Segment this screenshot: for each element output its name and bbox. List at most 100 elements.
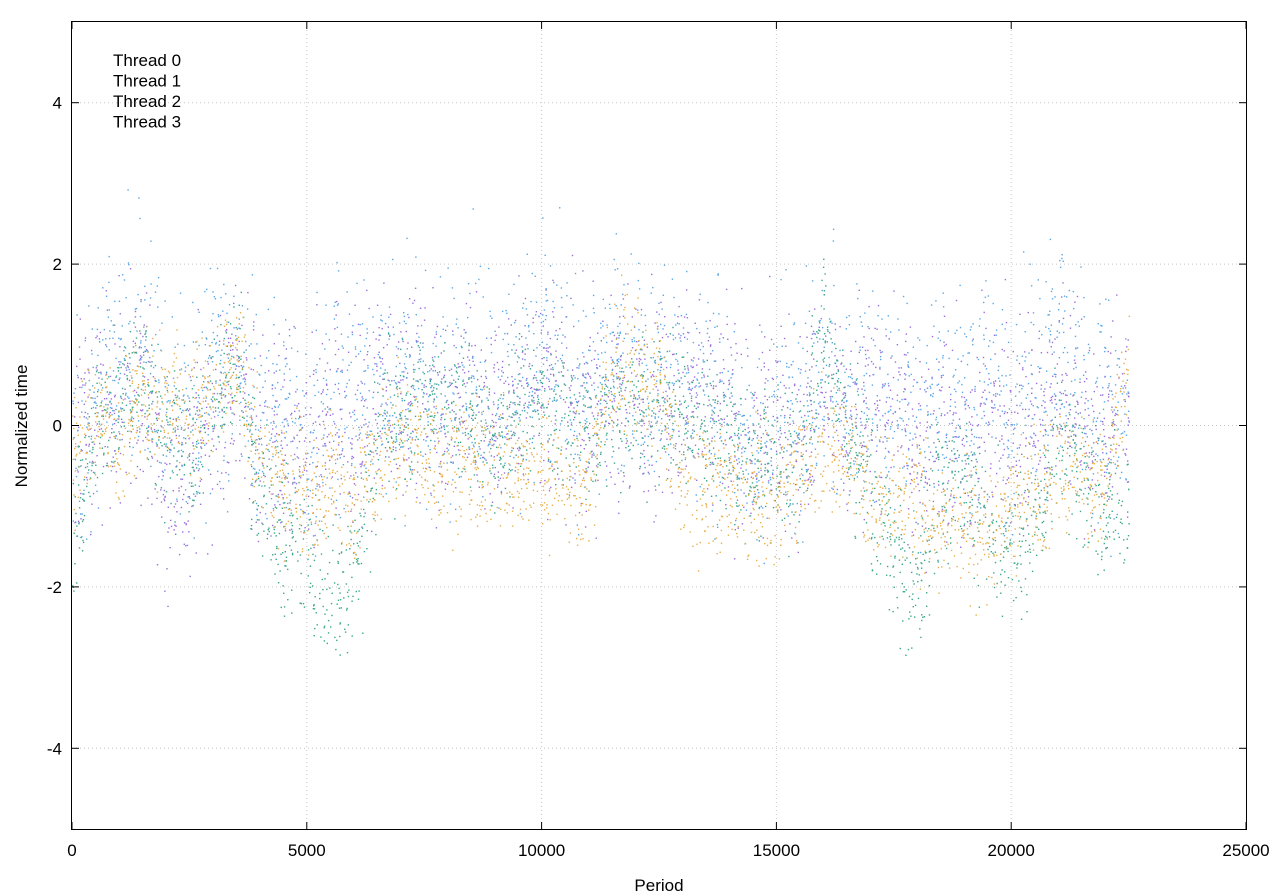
data-point	[472, 414, 474, 416]
data-point	[811, 333, 814, 335]
data-point	[585, 373, 587, 375]
data-point	[322, 391, 324, 393]
data-point	[609, 471, 611, 474]
data-point	[368, 421, 370, 423]
data-point	[654, 362, 657, 364]
data-point	[80, 492, 82, 495]
data-point	[214, 298, 217, 300]
data-point	[568, 406, 570, 409]
data-point	[785, 494, 787, 496]
data-point	[726, 315, 728, 318]
data-point	[469, 306, 472, 309]
data-point	[1015, 460, 1017, 462]
data-point	[121, 421, 123, 423]
data-point	[524, 325, 526, 327]
data-point	[577, 378, 579, 380]
data-point	[1048, 328, 1050, 330]
data-point	[888, 396, 891, 399]
data-point	[252, 409, 255, 411]
data-point	[1117, 357, 1119, 360]
data-point	[680, 315, 683, 317]
data-point	[653, 521, 655, 523]
data-point	[313, 546, 315, 549]
data-point	[797, 551, 799, 554]
data-point	[335, 499, 338, 501]
data-point	[211, 488, 214, 490]
data-point	[519, 419, 521, 421]
data-point	[94, 401, 96, 403]
data-point	[468, 349, 470, 351]
data-point	[1045, 281, 1047, 283]
data-point	[617, 468, 619, 470]
data-point	[912, 415, 914, 417]
data-point	[251, 274, 254, 276]
data-point	[620, 422, 623, 424]
data-point	[1110, 352, 1112, 354]
data-point	[160, 462, 162, 464]
data-point	[316, 304, 318, 306]
data-point	[392, 446, 395, 448]
data-point	[824, 407, 827, 409]
data-point	[947, 480, 950, 482]
data-point	[172, 377, 175, 379]
data-point	[926, 426, 928, 429]
data-point	[820, 305, 823, 307]
data-point	[420, 324, 423, 327]
data-point	[121, 438, 123, 441]
data-point	[754, 495, 757, 498]
data-point	[197, 469, 200, 472]
data-point	[1061, 254, 1063, 256]
data-point	[832, 373, 835, 375]
data-point	[592, 307, 595, 310]
data-point	[823, 441, 825, 443]
data-point	[158, 475, 160, 478]
data-point	[412, 431, 414, 433]
data-point	[854, 381, 856, 383]
data-point	[524, 359, 526, 361]
data-point	[1030, 425, 1032, 427]
data-point	[805, 469, 808, 471]
data-point	[406, 237, 408, 240]
data-point	[234, 368, 237, 370]
data-point	[405, 322, 407, 325]
data-point	[562, 334, 564, 336]
data-point	[1001, 348, 1003, 351]
data-point	[245, 349, 247, 351]
data-point	[119, 338, 122, 341]
data-point	[965, 475, 967, 478]
data-point	[471, 357, 474, 359]
data-point	[1123, 399, 1125, 401]
data-point	[734, 456, 736, 458]
data-point	[516, 361, 519, 363]
data-point	[196, 407, 198, 409]
data-point	[500, 491, 503, 494]
data-point	[782, 405, 784, 408]
data-point	[1065, 401, 1068, 403]
data-point	[130, 419, 133, 422]
data-point	[136, 442, 138, 444]
data-point	[217, 314, 220, 316]
data-point	[330, 398, 332, 400]
data-point	[139, 355, 142, 357]
data-point	[831, 351, 833, 353]
data-point	[231, 355, 233, 358]
data-point	[1103, 417, 1105, 420]
data-point	[156, 460, 159, 462]
data-point	[113, 412, 116, 415]
data-point	[437, 501, 440, 503]
data-point	[268, 370, 270, 372]
data-point	[993, 383, 995, 385]
data-point	[446, 447, 448, 449]
data-point	[535, 301, 538, 303]
data-point	[506, 433, 508, 435]
data-point	[233, 413, 236, 416]
data-point	[120, 407, 122, 409]
data-point	[674, 445, 677, 447]
data-point	[170, 449, 172, 451]
data-point	[284, 418, 286, 420]
data-point	[738, 436, 740, 438]
data-point	[913, 379, 915, 381]
data-point	[127, 262, 130, 264]
data-point	[834, 323, 836, 325]
data-point	[1016, 475, 1018, 477]
